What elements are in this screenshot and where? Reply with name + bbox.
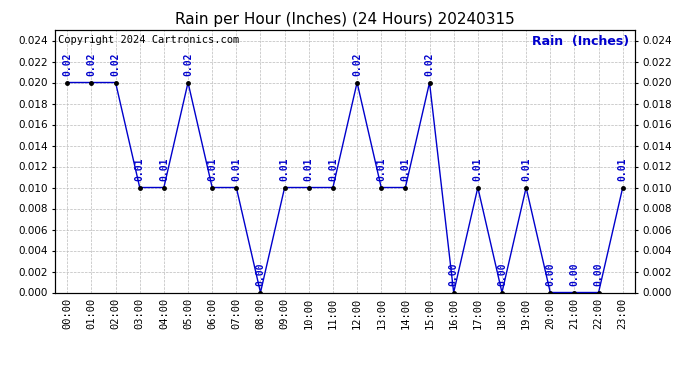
Text: 0.01: 0.01 [473, 157, 483, 180]
Text: 0.02: 0.02 [86, 52, 97, 75]
Text: 0.01: 0.01 [376, 157, 386, 180]
Text: 0.01: 0.01 [207, 157, 217, 180]
Text: 0.02: 0.02 [424, 52, 435, 75]
Text: 0.00: 0.00 [448, 262, 459, 285]
Text: 0.00: 0.00 [593, 262, 604, 285]
Text: 0.01: 0.01 [304, 157, 314, 180]
Text: Copyright 2024 Cartronics.com: Copyright 2024 Cartronics.com [58, 35, 239, 45]
Text: 0.01: 0.01 [328, 157, 338, 180]
Text: 0.02: 0.02 [352, 52, 362, 75]
Text: 0.00: 0.00 [569, 262, 580, 285]
Title: Rain per Hour (Inches) (24 Hours) 20240315: Rain per Hour (Inches) (24 Hours) 202403… [175, 12, 515, 27]
Text: 0.00: 0.00 [497, 262, 507, 285]
Text: 0.02: 0.02 [62, 52, 72, 75]
Text: Rain  (Inches): Rain (Inches) [532, 35, 629, 48]
Text: 0.01: 0.01 [231, 157, 241, 180]
Text: 0.01: 0.01 [618, 157, 628, 180]
Text: 0.01: 0.01 [521, 157, 531, 180]
Text: 0.02: 0.02 [110, 52, 121, 75]
Text: 0.01: 0.01 [400, 157, 411, 180]
Text: 0.01: 0.01 [279, 157, 290, 180]
Text: 0.00: 0.00 [545, 262, 555, 285]
Text: 0.00: 0.00 [255, 262, 266, 285]
Text: 0.01: 0.01 [159, 157, 169, 180]
Text: 0.01: 0.01 [135, 157, 145, 180]
Text: 0.02: 0.02 [183, 52, 193, 75]
